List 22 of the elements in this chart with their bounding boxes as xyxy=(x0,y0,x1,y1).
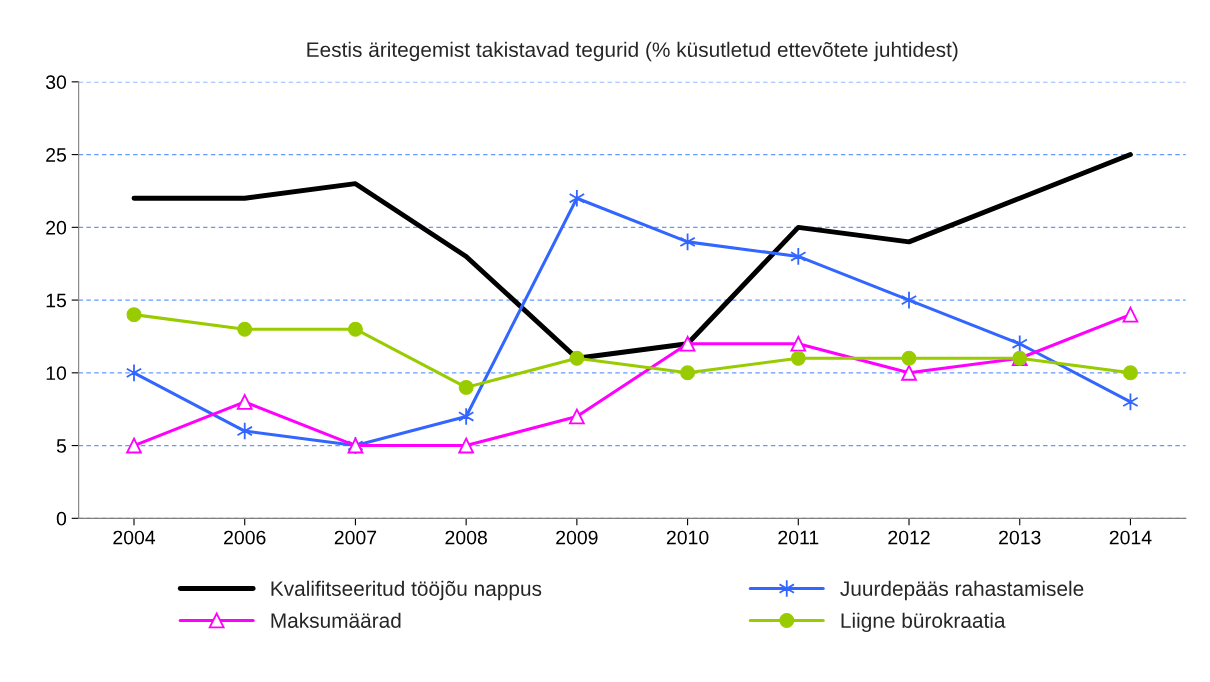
x-tick-label: 2013 xyxy=(999,530,1041,545)
x-tick-label: 2004 xyxy=(113,530,156,545)
y-tick-label: 0 xyxy=(56,511,67,526)
chart-title: Eestis äritegemist takistavad tegurid (% küsutletud ettevõtete juhtidest) xyxy=(307,41,958,62)
y-tick-label: 15 xyxy=(46,293,67,308)
y-tick-label: 25 xyxy=(46,148,67,162)
legend-label: Liigne bürokraatia xyxy=(841,612,1006,633)
legend-label: Maksumäärad xyxy=(271,612,401,628)
x-tick-label: 2010 xyxy=(666,530,709,545)
x-tick-label: 2011 xyxy=(778,530,819,545)
x-tick-label: 2009 xyxy=(556,530,598,545)
legend-label: Kvalifitseeritud tööjõu nappus xyxy=(271,580,542,601)
y-tick-label: 30 xyxy=(45,75,67,90)
y-tick-label: 10 xyxy=(46,366,67,381)
legend-label: Juurdepääs rahastamisele xyxy=(840,580,1084,601)
x-tick-label: 2014 xyxy=(1109,530,1152,545)
x-tick-label: 2006 xyxy=(224,530,266,545)
y-tick-label: 20 xyxy=(46,220,67,235)
y-tick-label: 5 xyxy=(56,439,67,453)
x-tick-label: 2012 xyxy=(888,530,930,545)
x-tick-label: 2007 xyxy=(334,530,377,545)
x-tick-label: 2008 xyxy=(445,530,487,545)
